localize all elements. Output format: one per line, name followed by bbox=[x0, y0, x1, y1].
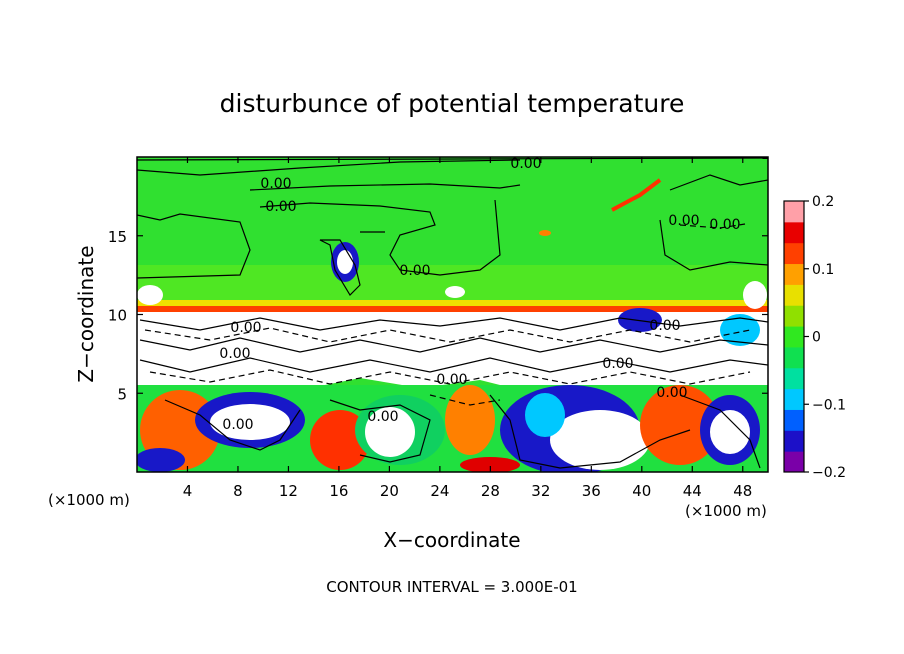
x-origin-unit-label: (×1000 m) bbox=[48, 491, 130, 509]
x-axis-title: X−coordinate bbox=[383, 528, 520, 552]
x-tick-label: 40 bbox=[632, 482, 651, 500]
colorbar-ticks: 0.2 0.1 0 −0.1 −0.2 bbox=[804, 194, 846, 481]
x-tick-label: 28 bbox=[481, 482, 500, 500]
x-tick-label: 24 bbox=[430, 482, 449, 500]
contour-label: 0.00 bbox=[367, 409, 398, 425]
x-tick-label: 36 bbox=[582, 482, 601, 500]
y-tick-label: 5 bbox=[117, 385, 127, 403]
colorbar bbox=[784, 201, 804, 473]
x-tick-label: 48 bbox=[733, 482, 752, 500]
potential-temperature-field bbox=[137, 157, 768, 472]
x-tick-label: 8 bbox=[233, 482, 243, 500]
y-axis-ticks: 5 10 15 bbox=[108, 228, 768, 403]
colorbar-swatch bbox=[784, 263, 804, 285]
colorbar-tick-label: 0.1 bbox=[812, 262, 834, 278]
contour-label: 0.00 bbox=[709, 217, 740, 233]
colorbar-swatch bbox=[784, 284, 804, 306]
contour-interval-note: CONTOUR INTERVAL = 3.000E-01 bbox=[326, 578, 577, 596]
colorbar-swatch bbox=[784, 221, 804, 244]
y-tick-label: 10 bbox=[108, 307, 127, 325]
contour-labels: 0.00 0.00 0.00 0.00 0.00 0.00 0.00 0.00 0.00 0.00… bbox=[219, 156, 740, 433]
contour-label: 0.00 bbox=[668, 213, 699, 229]
contour-label: 0.00 bbox=[222, 417, 253, 433]
contour-label: 0.00 bbox=[265, 199, 296, 215]
y-axis-title: Z−coordinate bbox=[74, 245, 98, 382]
x-tick-label: 44 bbox=[683, 482, 702, 500]
colorbar-swatch bbox=[784, 451, 804, 473]
colorbar-tick-label: 0.2 bbox=[812, 194, 834, 210]
contour-label: 0.00 bbox=[260, 176, 291, 192]
colorbar-tick-label: 0 bbox=[812, 330, 821, 346]
colorbar-swatch bbox=[784, 346, 804, 369]
contour-label: 0.00 bbox=[230, 320, 261, 336]
contour-label: 0.00 bbox=[602, 356, 633, 372]
colorbar-tick-label: −0.1 bbox=[812, 397, 846, 413]
contour-label: 0.00 bbox=[656, 385, 687, 401]
y-tick-label: 15 bbox=[108, 228, 127, 246]
colorbar-swatch bbox=[784, 242, 804, 265]
contour-label: 0.00 bbox=[219, 346, 250, 362]
colorbar-swatch bbox=[784, 409, 804, 431]
chart-title: disturbunce of potential temperature bbox=[220, 89, 685, 118]
colorbar-swatch bbox=[784, 388, 804, 410]
colorbar-tick-label: −0.2 bbox=[812, 465, 846, 481]
colorbar-swatch bbox=[784, 326, 804, 348]
contour-label: 0.00 bbox=[649, 318, 680, 334]
colorbar-swatch bbox=[784, 305, 804, 327]
x-tick-label: 4 bbox=[183, 482, 193, 500]
contour-label: 0.00 bbox=[510, 156, 541, 172]
colorbar-swatch bbox=[784, 430, 804, 452]
x-axis-unit-label: (×1000 m) bbox=[685, 502, 767, 520]
x-axis-ticks: 4 8 12 16 20 24 28 32 36 40 44 48 bbox=[183, 157, 752, 500]
colorbar-swatch bbox=[784, 201, 804, 223]
x-tick-label: 16 bbox=[329, 482, 348, 500]
colorbar-swatch bbox=[784, 367, 804, 390]
x-tick-label: 12 bbox=[279, 482, 298, 500]
x-tick-label: 20 bbox=[380, 482, 399, 500]
contour-label: 0.00 bbox=[399, 263, 430, 279]
contour-label: 0.00 bbox=[436, 372, 467, 388]
x-tick-label: 32 bbox=[531, 482, 550, 500]
